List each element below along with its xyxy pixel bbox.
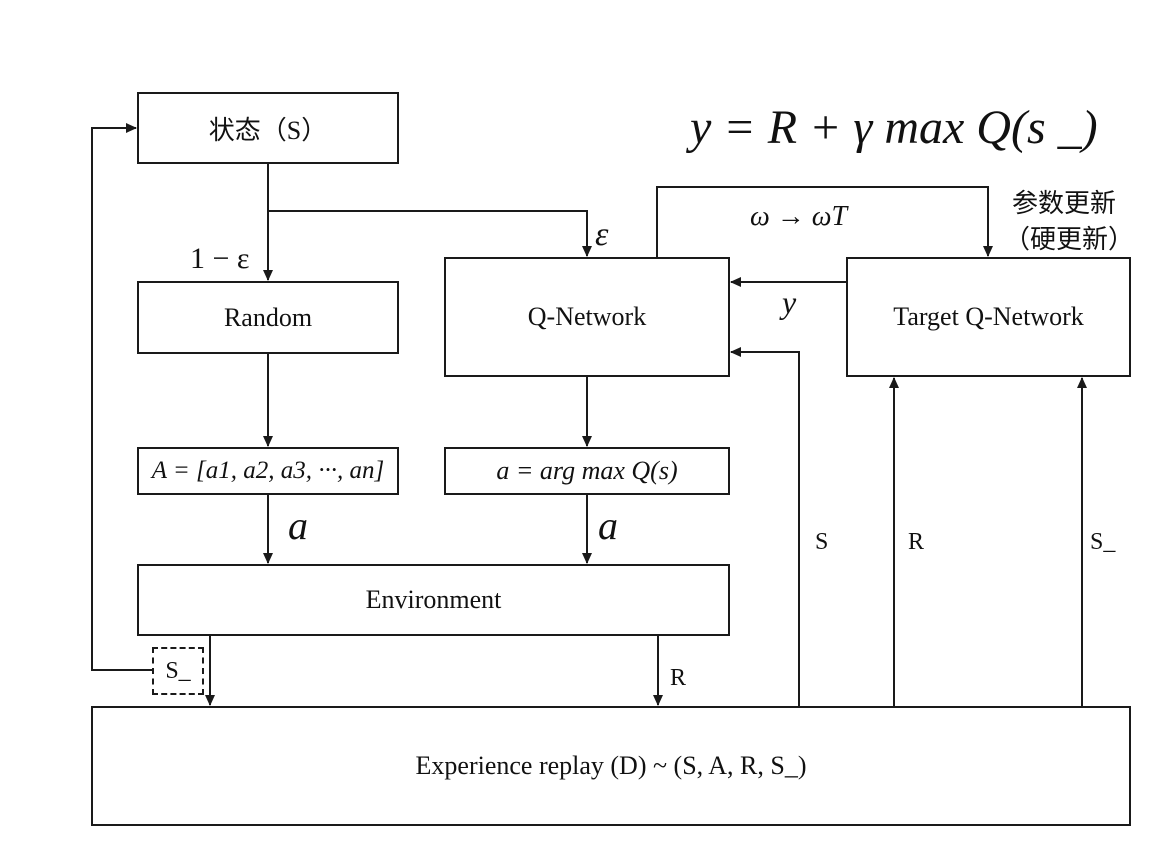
edge-replay-qnet (730, 347, 800, 707)
state-label: 状态（S） (208, 115, 328, 145)
experience-replay-box: Experience replay (D) ~ (S, A, R, S_) (91, 706, 1131, 826)
action-set-box: A = [a1, a2, a3, ···, an] (137, 447, 399, 495)
target-qnetwork-box: Target Q-Network (846, 257, 1131, 377)
random-label: Random (223, 302, 313, 332)
label-s-next-up: S_ (1090, 529, 1116, 555)
label-y: y (782, 284, 797, 320)
label-s: S (815, 529, 829, 555)
target-formula: y = R + γ max Q(s _) (690, 101, 1098, 154)
label-epsilon: ε (595, 216, 609, 253)
label-r-down: R (670, 665, 687, 691)
label-param-update: 参数更新 (1012, 189, 1117, 218)
state-box: 状态（S） (137, 92, 399, 164)
argmax-label: a = arg max Q(s) (496, 456, 678, 485)
label-one-minus-epsilon: 1 − ε (190, 242, 250, 275)
qnetwork-label: Q-Network (527, 302, 647, 331)
label-omega: ω → ωT (750, 201, 848, 232)
label-a-right: a (598, 503, 618, 548)
edge-qnet-target-update (656, 186, 993, 258)
target-qnetwork-label: Target Q-Network (893, 302, 1084, 331)
qnetwork-box: Q-Network (444, 257, 730, 377)
edge-snext-state (91, 123, 152, 671)
s-next-label: S_ (165, 657, 191, 684)
label-a-left: a (288, 503, 308, 548)
label-hard-update: （硬更新） (1004, 225, 1135, 254)
environment-box: Environment (137, 564, 730, 636)
environment-label: Environment (365, 585, 502, 614)
argmax-box: a = arg max Q(s) (444, 447, 730, 495)
experience-replay-label: Experience replay (D) ~ (S, A, R, S_) (415, 751, 807, 780)
random-box: Random (137, 281, 399, 354)
label-r-up: R (908, 529, 925, 555)
s-next-box: S_ (152, 647, 204, 695)
edge-state-qnet (268, 210, 592, 257)
action-set-label: A = [a1, a2, a3, ···, an] (151, 457, 385, 484)
